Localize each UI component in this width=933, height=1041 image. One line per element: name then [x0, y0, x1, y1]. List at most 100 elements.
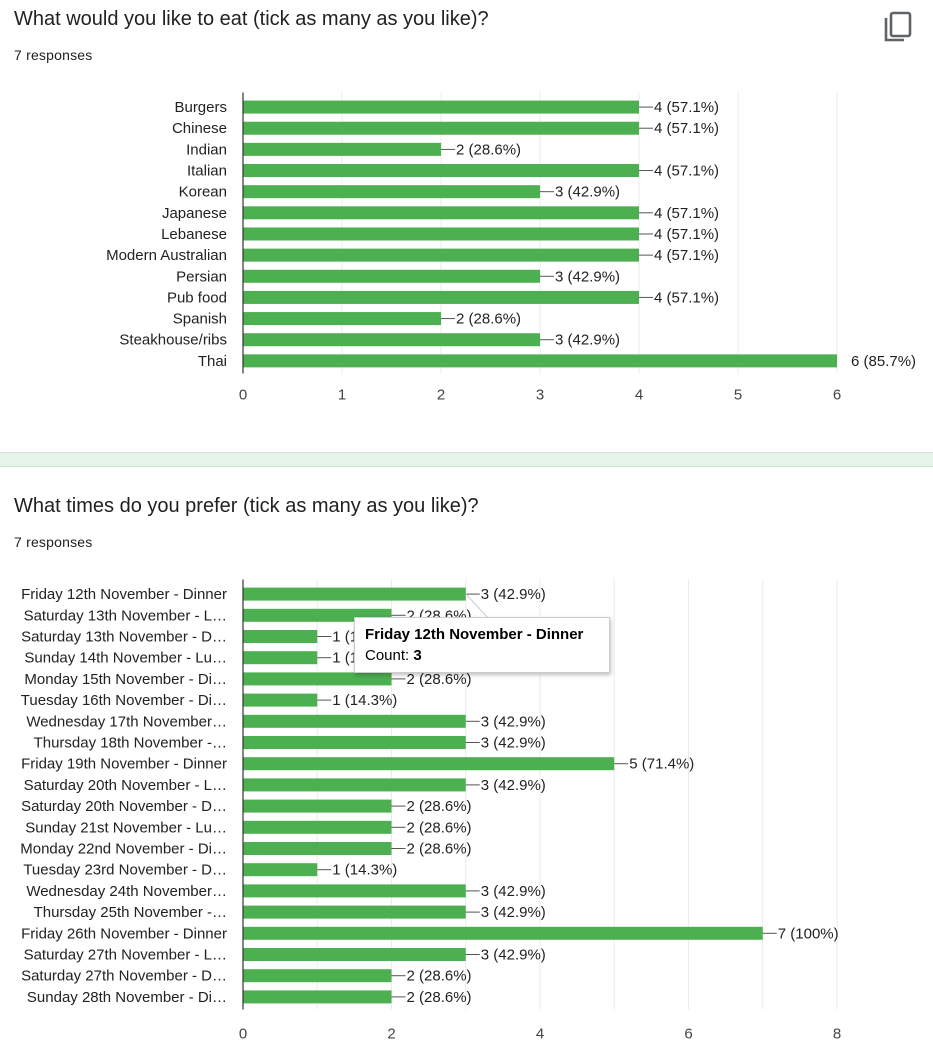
category-label: Indian — [186, 141, 227, 158]
category-label: Friday 12th November - Dinner — [21, 586, 227, 603]
tooltip-count-value: 3 — [413, 647, 422, 664]
bar[interactable] — [243, 100, 639, 114]
data-label: 4 (57.1%) — [654, 289, 719, 306]
data-label: 4 (57.1%) — [654, 99, 719, 116]
category-label: Sunday 21st November - Lu… — [25, 819, 227, 836]
bar[interactable] — [243, 651, 318, 665]
data-label: 2 (28.6%) — [407, 671, 472, 688]
category-label: Lebanese — [161, 226, 227, 243]
category-label: Korean — [179, 184, 227, 201]
data-label: 1 (14.3%) — [332, 692, 397, 709]
category-label: Sunday 28th November - Di… — [27, 989, 227, 1006]
category-label: Modern Australian — [106, 247, 227, 264]
copy-icon — [884, 11, 912, 42]
category-label: Chinese — [172, 120, 227, 137]
bar[interactable] — [243, 969, 392, 983]
bar[interactable] — [243, 948, 466, 961]
tooltip-title: Friday 12th November - Dinner — [365, 626, 584, 643]
data-label: 4 (57.1%) — [654, 247, 719, 264]
data-label: 2 (28.6%) — [407, 968, 472, 985]
bar[interactable] — [243, 164, 639, 178]
data-label: 3 (42.9%) — [481, 777, 546, 794]
bar[interactable] — [243, 736, 466, 749]
bar[interactable] — [243, 672, 392, 686]
bar[interactable] — [243, 757, 615, 771]
data-label: 6 (85.7%) — [851, 353, 916, 370]
data-label: 3 (42.9%) — [481, 735, 546, 752]
x-tick-label: 0 — [239, 1026, 247, 1041]
bar[interactable] — [243, 820, 392, 834]
data-label: 4 (57.1%) — [654, 163, 719, 180]
bar[interactable] — [243, 121, 639, 135]
x-tick-label: 6 — [684, 1026, 692, 1041]
bar[interactable] — [243, 354, 837, 368]
data-label: 3 (42.9%) — [481, 713, 546, 730]
data-label: 3 (42.9%) — [481, 883, 546, 900]
bar[interactable] — [243, 990, 392, 1004]
category-label: Monday 15th November - Di… — [24, 671, 227, 688]
bar[interactable] — [243, 206, 639, 220]
bar[interactable] — [243, 269, 540, 283]
category-label: Wednesday 17th November… — [26, 713, 227, 730]
category-label: Tuesday 16th November - Di… — [21, 692, 227, 709]
data-label: 3 (42.9%) — [555, 184, 620, 201]
data-label: 3 (42.9%) — [481, 904, 546, 921]
category-label: Saturday 20th November - D… — [21, 798, 227, 815]
data-label: 2 (28.6%) — [456, 311, 521, 328]
bar[interactable] — [243, 842, 392, 855]
category-label: Persian — [176, 268, 227, 285]
bar[interactable] — [243, 693, 318, 707]
category-label: Japanese — [162, 205, 227, 222]
bar[interactable] — [243, 312, 441, 326]
data-label: 4 (57.1%) — [654, 120, 719, 137]
x-tick-label: 0 — [239, 386, 247, 403]
category-label: Sunday 14th November - Lu… — [24, 650, 227, 667]
x-tick-label: 2 — [387, 1026, 395, 1041]
bar[interactable] — [243, 799, 392, 813]
x-tick-label: 1 — [338, 386, 346, 403]
bar[interactable] — [243, 714, 466, 728]
data-label: 5 (71.4%) — [629, 756, 694, 773]
category-label: Friday 19th November - Dinner — [21, 756, 227, 773]
x-tick-label: 8 — [833, 1026, 841, 1041]
bar[interactable] — [243, 227, 639, 241]
bar[interactable] — [243, 863, 318, 877]
category-label: Italian — [187, 163, 227, 180]
x-tick-label: 5 — [734, 386, 742, 403]
bar[interactable] — [243, 248, 639, 262]
data-label: 1 (14.3%) — [332, 862, 397, 879]
x-tick-label: 4 — [536, 1026, 544, 1041]
category-label: Monday 22nd November - Di… — [20, 841, 227, 858]
bar[interactable] — [243, 905, 466, 919]
x-tick-label: 4 — [635, 386, 643, 403]
category-label: Pub food — [167, 289, 227, 306]
bar[interactable] — [243, 884, 466, 898]
bar[interactable] — [243, 587, 466, 601]
bar[interactable] — [243, 926, 763, 940]
bar[interactable] — [243, 142, 441, 156]
x-tick-label: 6 — [833, 386, 841, 403]
category-label: Thursday 25th November -… — [34, 904, 227, 921]
data-label: 3 (42.9%) — [555, 332, 620, 349]
bar[interactable] — [243, 630, 318, 643]
category-label: Saturday 20th November - L… — [24, 777, 227, 794]
category-label: Friday 26th November - Dinner — [21, 925, 227, 942]
data-label: 2 (28.6%) — [407, 798, 472, 815]
category-label: Saturday 13th November - L… — [24, 607, 227, 624]
section-divider — [0, 452, 933, 467]
bar[interactable] — [243, 778, 466, 792]
category-label: Spanish — [173, 311, 227, 328]
chart-tooltip: Friday 12th November - Dinner Count: 3 — [354, 617, 610, 673]
bar[interactable] — [243, 333, 540, 347]
data-label: 2 (28.6%) — [407, 989, 472, 1006]
category-label: Thursday 18th November -… — [34, 735, 227, 752]
tooltip-count: Count: 3 — [365, 647, 599, 664]
x-tick-label: 2 — [437, 386, 445, 403]
category-label: Burgers — [174, 99, 227, 116]
question-2-title: What times do you prefer (tick as many a… — [14, 495, 479, 517]
eat-preferences-chart: Burgers 4 (57.1%) Chinese 4 (57.1%) Indian 2 … — [106, 92, 916, 403]
copy-chart-button[interactable] — [880, 8, 916, 44]
bar[interactable] — [243, 290, 639, 304]
data-label: 3 (42.9%) — [481, 947, 546, 964]
bar[interactable] — [243, 185, 540, 199]
